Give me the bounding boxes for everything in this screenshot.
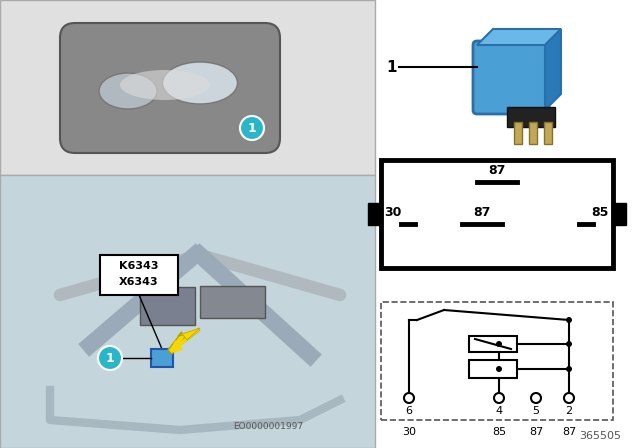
- Bar: [469, 336, 517, 352]
- Text: 6: 6: [406, 406, 413, 416]
- Bar: [469, 360, 517, 378]
- Bar: [507, 107, 555, 127]
- Text: EO0000001997: EO0000001997: [233, 422, 303, 431]
- Text: 5: 5: [532, 406, 540, 416]
- Polygon shape: [168, 330, 200, 354]
- Text: 87: 87: [529, 427, 543, 437]
- Circle shape: [494, 393, 504, 403]
- Bar: [514, 122, 522, 144]
- Circle shape: [496, 341, 502, 347]
- Circle shape: [566, 341, 572, 347]
- Text: 30: 30: [384, 206, 402, 219]
- Text: 87: 87: [474, 206, 491, 219]
- Text: 1: 1: [387, 60, 397, 74]
- Bar: [0, 0, 375, 175]
- FancyBboxPatch shape: [473, 41, 549, 114]
- Bar: [200, 286, 265, 318]
- Circle shape: [531, 393, 541, 403]
- Text: 85: 85: [492, 427, 506, 437]
- Text: 30: 30: [402, 427, 416, 437]
- Text: 365505: 365505: [579, 431, 621, 441]
- Text: 87: 87: [562, 427, 576, 437]
- Bar: [368, 203, 381, 225]
- Polygon shape: [477, 29, 561, 45]
- Bar: [0, 175, 375, 448]
- Bar: [613, 203, 626, 225]
- Text: X6343: X6343: [119, 277, 159, 287]
- Bar: [140, 287, 195, 325]
- Text: K6343: K6343: [119, 261, 159, 271]
- Bar: [378, 0, 640, 448]
- Circle shape: [564, 393, 574, 403]
- Text: 4: 4: [495, 406, 502, 416]
- Ellipse shape: [120, 70, 210, 100]
- Text: 1: 1: [106, 352, 115, 365]
- Ellipse shape: [163, 62, 237, 104]
- Circle shape: [98, 346, 122, 370]
- Bar: [100, 255, 178, 295]
- Text: 1: 1: [248, 121, 257, 134]
- Circle shape: [566, 317, 572, 323]
- Circle shape: [496, 366, 502, 372]
- Bar: [151, 349, 173, 367]
- Polygon shape: [545, 29, 561, 110]
- FancyBboxPatch shape: [60, 23, 280, 153]
- Ellipse shape: [99, 73, 157, 109]
- Bar: [381, 160, 613, 268]
- Circle shape: [240, 116, 264, 140]
- Text: 87: 87: [488, 164, 506, 177]
- Circle shape: [566, 366, 572, 372]
- Circle shape: [404, 393, 414, 403]
- Text: 2: 2: [565, 406, 573, 416]
- Text: 85: 85: [591, 206, 609, 219]
- Bar: [381, 302, 613, 420]
- Polygon shape: [182, 328, 200, 340]
- Bar: [529, 122, 537, 144]
- Bar: [544, 122, 552, 144]
